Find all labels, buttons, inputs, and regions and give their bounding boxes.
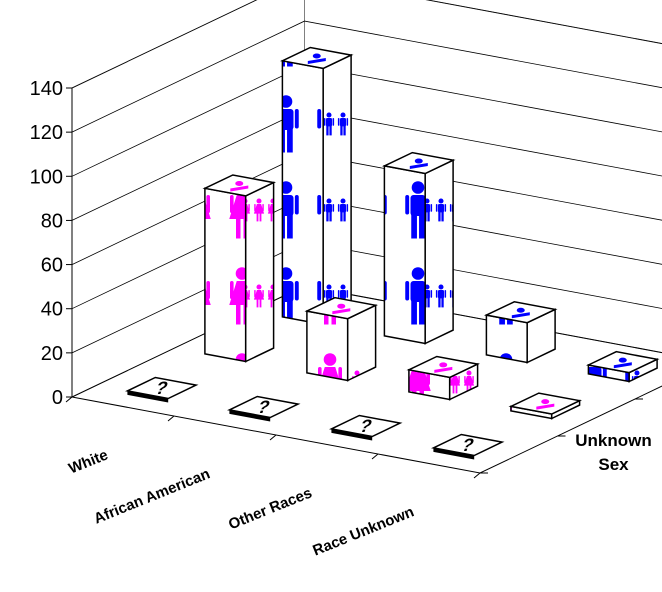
female-figure-icon xyxy=(306,310,349,382)
male-figure-icon xyxy=(383,164,426,345)
y-tick-label: 40 xyxy=(41,299,63,321)
x-category-label: Other Races xyxy=(226,484,314,533)
bar-top-figure xyxy=(332,308,351,315)
bar-top-figure xyxy=(409,163,428,169)
bar-top-figure xyxy=(307,58,326,64)
gridline xyxy=(71,0,662,89)
question-mark-icon: ? xyxy=(329,414,403,441)
tile-top xyxy=(431,433,505,457)
tile-top xyxy=(329,414,403,438)
depth-axis: MaleUnknownSex xyxy=(480,398,652,474)
question-mark-icon: ? xyxy=(431,433,505,460)
tile-top xyxy=(227,395,301,419)
bars: ???? xyxy=(125,46,660,460)
bar-top-head xyxy=(312,53,321,59)
tile-edge xyxy=(433,447,475,460)
depth-label-unknown-sex: Unknown xyxy=(575,431,652,450)
bar-female xyxy=(406,355,481,401)
tile-edge xyxy=(127,390,169,403)
question-mark-icon: ? xyxy=(125,376,199,403)
y-tick-label: 120 xyxy=(30,122,63,144)
bar-female xyxy=(508,392,583,420)
bar-female xyxy=(304,296,378,382)
x-category-label: Race Unknown xyxy=(310,503,416,559)
y-axis: 0 20 40 60 80 100 120 140 xyxy=(30,78,73,409)
bar-side-face xyxy=(322,53,352,326)
male-figure-icon xyxy=(281,59,324,326)
bar-top-head xyxy=(618,357,627,363)
x-category-label: White xyxy=(66,446,110,477)
bar-top-figure xyxy=(230,185,249,192)
question-mark-icon: ? xyxy=(227,395,301,422)
x-category-label: African American xyxy=(91,465,212,527)
y-tick-label: 20 xyxy=(41,343,63,365)
tile-edge xyxy=(331,428,373,441)
bar-top-head xyxy=(337,303,346,309)
x-tick xyxy=(371,453,379,460)
female-figure-icon xyxy=(204,187,247,363)
y-tick-label: 60 xyxy=(41,255,63,277)
bar-side-face xyxy=(424,159,454,345)
x-tick xyxy=(473,472,481,479)
bar-male xyxy=(381,151,456,345)
bar-top-figure xyxy=(613,362,632,369)
bar-top-head xyxy=(439,362,448,368)
tile-edge xyxy=(229,409,271,422)
bar-male xyxy=(279,46,354,326)
gridlines xyxy=(71,0,662,354)
bar-female xyxy=(202,174,277,363)
x-tick xyxy=(269,434,277,441)
bar-top-figure xyxy=(434,366,453,373)
bar-top-figure xyxy=(511,312,530,319)
y-tick-label: 0 xyxy=(52,387,63,409)
x-tick xyxy=(167,415,175,422)
y-tick-label: 80 xyxy=(41,210,63,232)
depth-label-unknown-sex-line2: Sex xyxy=(598,455,629,474)
bar-top-head xyxy=(516,307,525,313)
bar-male xyxy=(585,350,660,383)
bar-side-face xyxy=(244,181,275,363)
bar-male xyxy=(483,301,558,364)
bar-top-figure xyxy=(536,403,555,410)
bar-top-head xyxy=(235,180,244,186)
tile-top xyxy=(125,376,199,400)
y-tick-label: 100 xyxy=(30,166,63,188)
bar-top-head xyxy=(541,399,550,405)
bar-top-head xyxy=(414,158,423,164)
gridline xyxy=(71,20,662,133)
x-tick xyxy=(65,396,73,403)
y-tick-label: 140 xyxy=(30,78,63,100)
